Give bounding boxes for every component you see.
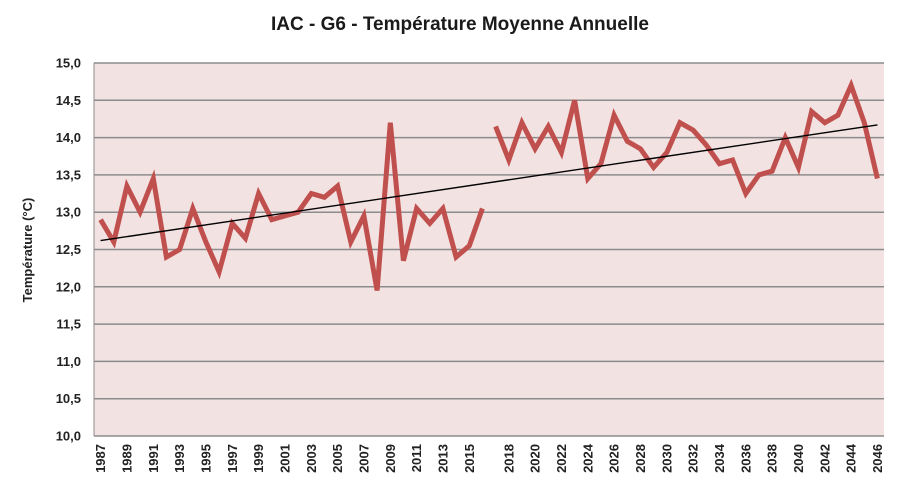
y-tick-label: 11,0 (56, 354, 81, 369)
x-tick-label: 2011 (409, 444, 424, 472)
y-tick-label: 10,0 (56, 429, 81, 444)
x-tick-label: 1997 (225, 444, 240, 473)
y-tick-label: 15,0 (56, 56, 81, 71)
x-tick-label: 2007 (356, 444, 371, 473)
x-tick-label: 2044 (844, 443, 859, 473)
x-tick-label: 1999 (251, 444, 266, 473)
x-tick-label: 2013 (435, 444, 450, 473)
y-tick-label: 10,5 (56, 391, 81, 406)
y-tick-label: 12,0 (56, 279, 81, 294)
x-tick-label: 2028 (633, 444, 648, 473)
x-tick-label: 2040 (791, 444, 806, 473)
series-line (98, 122, 485, 291)
x-tick-label: 2015 (462, 444, 477, 473)
trend-line (100, 124, 878, 242)
x-tick-label: 2026 (607, 444, 622, 473)
x-tick-label: 1995 (198, 444, 213, 473)
x-axis-ticks: 1987 1989 1991 1993 1995 1997 1999 2001 2003 2005… (93, 443, 885, 473)
series-group (98, 78, 880, 291)
x-tick-label: 2024 (580, 443, 595, 473)
y-tick-label: 12,5 (56, 242, 81, 257)
x-tick-label: 2001 (277, 444, 292, 473)
x-tick-label: 1993 (172, 444, 187, 473)
x-tick-label: 2005 (330, 444, 345, 473)
x-tick-label: 2020 (528, 444, 543, 473)
x-tick-label: 1987 (93, 444, 108, 473)
x-tick-label: 2036 (738, 444, 753, 473)
y-tick-label: 14,0 (56, 130, 81, 145)
y-axis-label: Température (°C) (20, 198, 35, 303)
x-tick-label: 2030 (659, 444, 674, 473)
y-tick-label: 13,5 (56, 167, 81, 182)
y-tick-label: 13,0 (56, 205, 81, 220)
x-tick-label: 2032 (686, 444, 701, 473)
y-tick-label: 14,5 (56, 93, 81, 108)
x-tick-label: 2042 (817, 444, 832, 473)
y-axis-ticks: 10,0 10,5 11,0 11,5 12,0 12,5 13,0 13,5 14,0 14,5… (56, 56, 81, 444)
x-tick-label: 2003 (304, 444, 319, 473)
y-tick-label: 11,5 (56, 317, 81, 332)
x-tick-label: 2009 (383, 444, 398, 473)
x-tick-label: 1989 (119, 444, 134, 473)
x-tick-label: 2022 (554, 444, 569, 473)
x-tick-label: 2018 (501, 444, 516, 473)
series-line (493, 78, 880, 199)
x-tick-label: 2034 (712, 443, 727, 473)
x-tick-label: 2046 (870, 444, 885, 473)
chart-title: IAC - G6 - Température Moyenne Annuelle (271, 14, 649, 35)
x-tick-label: 1991 (146, 444, 161, 473)
x-tick-label: 2038 (765, 444, 780, 473)
